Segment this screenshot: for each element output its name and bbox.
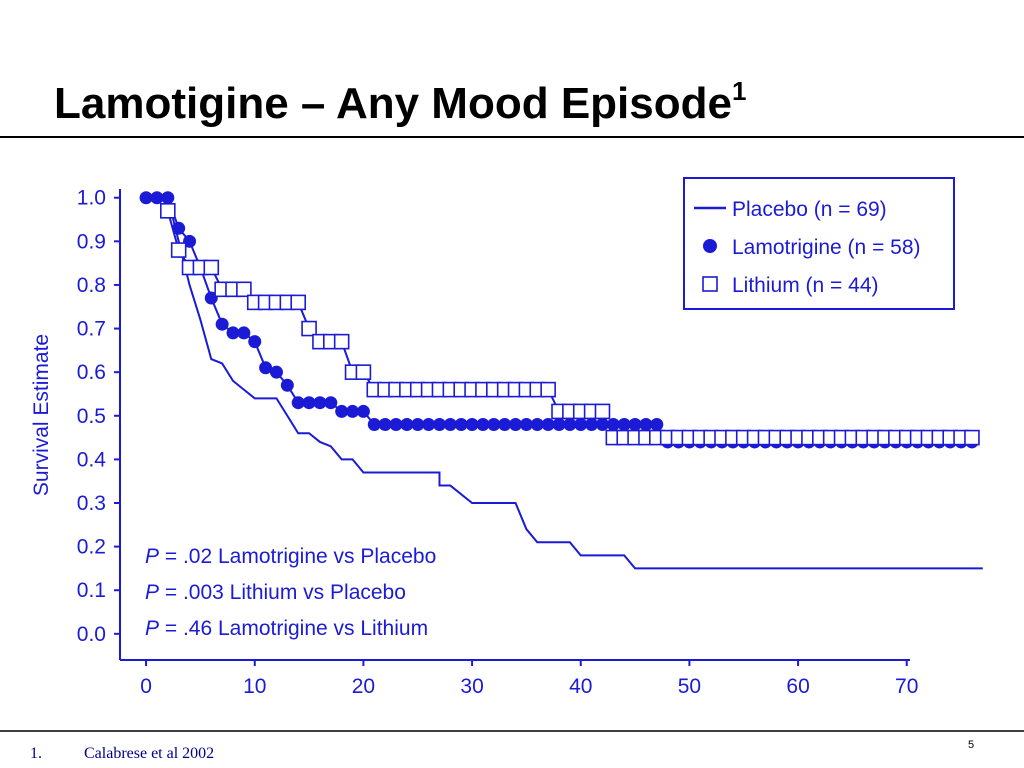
data-point — [259, 361, 273, 375]
data-point — [302, 396, 316, 410]
data-point — [476, 418, 490, 431]
data-point — [291, 396, 305, 410]
data-point — [226, 326, 240, 340]
data-point — [443, 418, 457, 431]
data-point — [487, 418, 501, 431]
x-tick-label: 30 — [460, 675, 483, 698]
y-tick-label: 0.9 — [77, 230, 106, 253]
data-point — [346, 404, 360, 418]
x-tick-label: 20 — [352, 675, 375, 698]
data-point — [333, 333, 350, 350]
data-point — [160, 203, 176, 219]
data-point — [530, 418, 544, 431]
annotation-p: P — [145, 545, 159, 568]
legend-swatch — [703, 239, 717, 253]
data-point — [389, 418, 403, 431]
data-point — [498, 418, 512, 431]
y-tick-label: 0.4 — [77, 448, 107, 471]
data-point — [378, 418, 392, 431]
data-point — [203, 259, 220, 276]
data-point — [280, 378, 294, 392]
legend-label: Lamotrigine (n = 58) — [732, 236, 921, 259]
data-point — [335, 404, 349, 418]
data-point — [422, 418, 436, 431]
annotation-text: = .46 Lamotrigine vs Lithium — [159, 617, 428, 640]
data-point — [617, 418, 631, 431]
x-tick-label: 0 — [140, 675, 152, 698]
data-point — [172, 221, 186, 235]
data-point — [540, 381, 556, 398]
data-point — [248, 335, 262, 349]
y-tick-label: 0.2 — [77, 536, 106, 559]
y-tick-label: 0.5 — [77, 405, 106, 428]
data-point — [432, 418, 446, 431]
data-point — [161, 191, 175, 205]
data-point — [411, 418, 425, 431]
data-point — [324, 396, 338, 410]
data-point — [367, 418, 381, 431]
data-point — [170, 242, 187, 258]
data-point — [139, 191, 153, 205]
y-tick-label: 0.7 — [77, 318, 106, 341]
y-tick-label: 0.6 — [77, 361, 106, 384]
x-tick-label: 10 — [243, 675, 266, 698]
data-point — [400, 418, 414, 431]
data-point — [552, 418, 566, 431]
data-point — [465, 418, 479, 431]
data-point — [237, 326, 251, 340]
data-point — [585, 418, 599, 431]
data-point — [356, 404, 370, 418]
data-point — [454, 418, 468, 431]
data-point — [236, 281, 252, 298]
annotation-text: = .02 Lamotrigine vs Placebo — [159, 545, 436, 568]
y-axis-label: Survival Estimate — [30, 334, 53, 496]
data-point — [639, 418, 653, 431]
x-tick-label: 40 — [569, 675, 592, 698]
y-tick-label: 0.1 — [77, 579, 106, 602]
x-tick-label: 70 — [895, 675, 918, 698]
y-tick-label: 0.0 — [77, 623, 106, 646]
annotation: P = .003 Lithium vs Placebo — [145, 581, 406, 604]
x-tick-label: 60 — [786, 675, 809, 698]
data-point — [290, 294, 307, 311]
legend-label: Placebo (n = 69) — [732, 198, 887, 221]
footnote-number: 1. — [30, 745, 42, 762]
data-point — [574, 418, 588, 431]
data-point — [519, 418, 533, 431]
footnote: Calabrese et al 2002 — [84, 745, 214, 762]
annotation-text: = .003 Lithium vs Placebo — [159, 581, 406, 604]
y-tick-label: 0.3 — [77, 492, 106, 515]
data-point — [594, 403, 611, 420]
legend-label: Lithium (n = 44) — [732, 274, 879, 297]
y-tick-label: 1.0 — [77, 187, 106, 210]
data-point — [301, 320, 317, 337]
data-point — [150, 191, 164, 205]
annotation: P = .02 Lamotrigine vs Placebo — [145, 545, 436, 568]
legend-box — [683, 177, 955, 310]
series-line — [166, 197, 983, 570]
annotation-p: P — [145, 617, 159, 640]
data-point — [355, 364, 372, 380]
data-point — [628, 418, 642, 431]
data-point — [269, 365, 283, 379]
data-point — [650, 418, 664, 431]
annotation-p: P — [145, 581, 159, 604]
data-point — [563, 418, 577, 431]
legend-swatch — [702, 276, 718, 292]
data-point — [313, 396, 327, 410]
data-point — [215, 317, 229, 331]
annotation: P = .46 Lamotrigine vs Lithium — [145, 617, 428, 640]
data-point — [541, 418, 555, 431]
y-tick-label: 0.8 — [77, 274, 106, 297]
slide-title: Lamotigine – Any Mood Episode1 — [54, 76, 746, 128]
x-tick-label: 50 — [678, 675, 701, 698]
page-number: 5 — [968, 739, 974, 751]
data-point — [509, 418, 523, 431]
data-point — [964, 429, 980, 446]
